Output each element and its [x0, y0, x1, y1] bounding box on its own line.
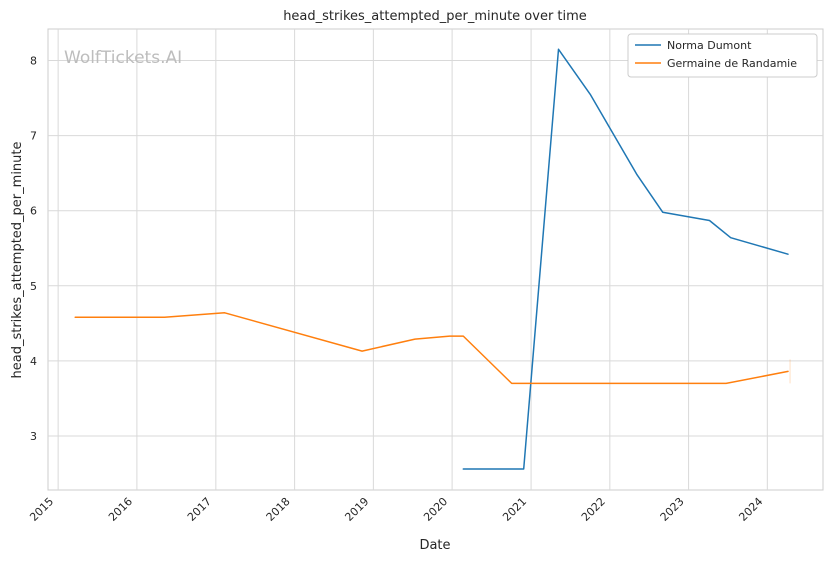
y-tick-label: 3 [30, 430, 37, 443]
x-tick-label: 2018 [264, 495, 293, 524]
legend-box [627, 33, 818, 78]
plot-area [47, 28, 824, 491]
data-point-germaine-de-randamie [448, 335, 451, 338]
x-tick-label: 2020 [421, 495, 450, 524]
series-line-norma-dumont [462, 48, 789, 470]
legend-label-germaine-de-randamie: Germaine de Randamie [667, 57, 797, 70]
legend: Norma Dumont Germaine de Randamie [627, 33, 818, 78]
x-tick-label: 2021 [500, 495, 529, 524]
legend-label-norma-dumont: Norma Dumont [667, 39, 752, 52]
data-point-germaine-de-randamie [725, 382, 728, 385]
data-point-norma-dumont [729, 236, 732, 239]
y-tick-label: 4 [30, 355, 37, 368]
data-point-norma-dumont [462, 467, 465, 470]
x-axis-label: Date [419, 538, 450, 553]
y-tick-label: 7 [30, 130, 37, 143]
y-axis-label: head_strikes_attempted_per_minute [10, 142, 25, 379]
x-tick-label: 2017 [185, 495, 214, 524]
x-tick-label: 2023 [658, 495, 687, 524]
series-layer [74, 48, 791, 470]
data-point-germaine-de-randamie [510, 382, 513, 385]
data-point-norma-dumont [787, 253, 790, 256]
data-point-germaine-de-randamie [163, 316, 166, 319]
y-tick-label: 8 [30, 55, 37, 68]
data-point-norma-dumont [708, 219, 711, 222]
data-point-norma-dumont [557, 48, 560, 51]
x-tick-label: 2015 [27, 495, 56, 524]
x-tick-label: 2016 [106, 495, 135, 524]
data-point-germaine-de-randamie [223, 311, 226, 314]
grid [48, 29, 823, 490]
x-tick-label: 2019 [342, 495, 371, 524]
series-line-germaine-de-randamie [74, 312, 789, 385]
data-point-norma-dumont [522, 467, 525, 470]
data-point-germaine-de-randamie [462, 335, 465, 338]
chart-title: head_strikes_attempted_per_minute over t… [283, 9, 587, 24]
y-tick-label: 6 [30, 205, 37, 218]
data-point-germaine-de-randamie [361, 350, 364, 353]
data-point-norma-dumont [636, 173, 639, 176]
data-point-norma-dumont [589, 93, 592, 96]
data-point-germaine-de-randamie [74, 316, 77, 319]
x-tick-label: 2024 [736, 495, 765, 524]
y-tick-label: 5 [30, 280, 37, 293]
data-point-germaine-de-randamie [787, 370, 790, 373]
watermark: WolfTickets.AI [64, 48, 183, 68]
x-tick-label: 2022 [579, 495, 608, 524]
data-point-germaine-de-randamie [414, 338, 417, 341]
data-point-norma-dumont [661, 211, 664, 214]
